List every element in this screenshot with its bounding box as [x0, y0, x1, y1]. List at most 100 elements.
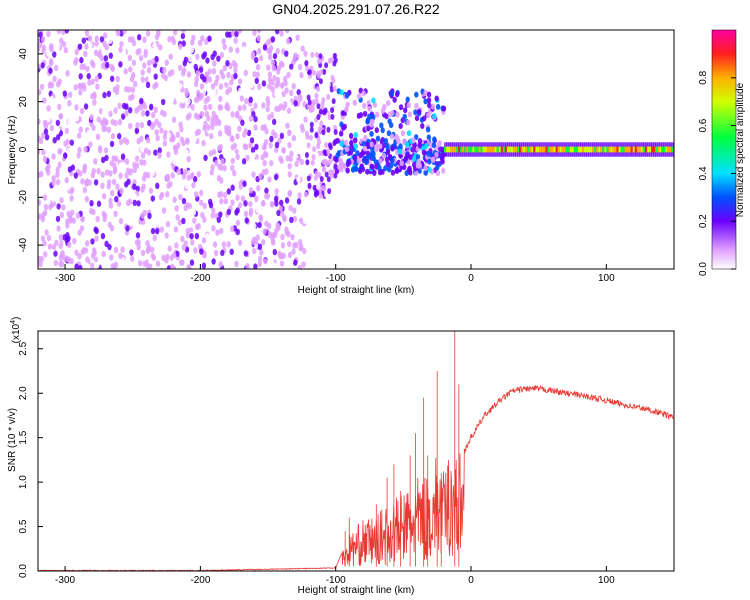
- heatmap-cell: [381, 152, 387, 159]
- heatmap-cell: [262, 52, 267, 59]
- heatmap-cell: [341, 124, 346, 131]
- heatmap-cell: [384, 156, 390, 163]
- heatmap-cell: [203, 154, 208, 162]
- heatmap-cell: [53, 250, 58, 257]
- heatmap-cell: [293, 52, 298, 59]
- heatmap-cell: [243, 210, 249, 218]
- heatmap-cell: [145, 110, 150, 117]
- heatmap-cell: [235, 47, 240, 54]
- heatmap-cell: [319, 120, 324, 127]
- heatmap-cell: [287, 170, 292, 178]
- heatmap-cell: [573, 146, 577, 153]
- heatmap-cell: [261, 200, 266, 207]
- heatmap-cell: [194, 129, 200, 137]
- heatmap-cell: [150, 195, 156, 202]
- heatmap-cell: [141, 183, 146, 190]
- heatmap-cell: [431, 156, 436, 163]
- heatmap-cell: [159, 191, 165, 199]
- heatmap-cell: [229, 225, 235, 232]
- heatmap-cell: [95, 83, 100, 90]
- heatmap-cell: [169, 96, 174, 104]
- colorbar-tick-label: 0.4: [698, 166, 709, 180]
- heatmap-cell: [65, 138, 70, 146]
- heatmap-cell: [353, 131, 359, 138]
- heatmap-cell: [101, 193, 107, 200]
- heatmap-cell: [39, 256, 45, 263]
- heatmap-cell: [145, 240, 150, 247]
- heatmap-cell: [424, 142, 429, 149]
- heatmap-cell: [175, 85, 180, 93]
- heatmap-cell: [161, 254, 166, 262]
- heatmap-cell: [127, 94, 133, 102]
- heatmap-cell: [140, 249, 146, 257]
- heatmap-cell: [42, 97, 47, 104]
- heatmap-cell: [586, 146, 590, 153]
- heatmap-cell: [135, 232, 141, 239]
- heatmap-cell: [87, 179, 92, 186]
- heatmap-cell: [85, 240, 90, 247]
- heatmap-cell: [356, 93, 362, 100]
- x-tick-label: -300: [55, 273, 75, 284]
- y-tick-label: -20: [18, 190, 29, 205]
- heatmap-cell: [96, 168, 101, 175]
- heatmap-cell: [82, 186, 88, 194]
- heatmap-cell: [276, 223, 281, 231]
- heatmap-cell: [138, 54, 144, 62]
- heatmap-cell: [263, 89, 268, 97]
- heatmap-cell: [371, 97, 376, 104]
- heatmap-cell: [256, 34, 261, 42]
- heatmap-cell: [298, 238, 303, 246]
- heatmap-cell: [115, 183, 120, 190]
- heatmap-cell: [165, 175, 171, 182]
- heatmap-cell: [148, 257, 153, 265]
- heatmap-cell: [109, 254, 114, 261]
- heatmap-cell: [190, 239, 195, 246]
- heatmap-cell: [282, 75, 288, 83]
- heatmap-cell: [620, 146, 624, 153]
- heatmap-cell: [79, 57, 84, 64]
- heatmap-cell: [234, 112, 240, 119]
- heatmap-cell: [52, 75, 57, 83]
- heatmap-cell: [563, 146, 567, 153]
- heatmap-cell: [83, 247, 89, 254]
- heatmap-cell: [535, 146, 539, 153]
- heatmap-cell: [321, 166, 326, 173]
- heatmap-cell: [584, 146, 588, 153]
- heatmap-cell: [143, 147, 149, 154]
- y-tick-label: 0.0: [18, 564, 29, 578]
- heatmap-cell: [309, 126, 314, 133]
- heatmap-cell: [521, 146, 525, 153]
- heatmap-cell: [237, 30, 243, 34]
- snr-frame: [37, 330, 675, 572]
- heatmap-cell: [248, 187, 254, 194]
- heatmap-cell: [194, 232, 200, 240]
- heatmap-cell: [308, 134, 313, 141]
- heatmap-cell: [192, 135, 198, 142]
- heatmap-cell: [174, 205, 179, 212]
- heatmap-cell: [225, 88, 230, 96]
- heatmap-cell: [235, 228, 240, 236]
- heatmap-cell: [221, 38, 226, 45]
- heatmap-cell: [145, 81, 151, 89]
- heatmap-cell: [579, 146, 583, 153]
- heatmap-cell: [209, 132, 214, 140]
- heatmap-cell: [648, 146, 652, 153]
- heatmap-cell: [307, 99, 312, 106]
- heatmap-cell: [395, 111, 400, 118]
- heatmap-cell: [333, 106, 338, 113]
- heatmap-cell: [55, 43, 61, 51]
- heatmap-cell: [249, 81, 254, 89]
- heatmap-cell: [330, 74, 335, 81]
- heatmap-cell: [223, 198, 228, 205]
- heatmap-cell: [519, 146, 523, 153]
- heatmap-cell: [289, 216, 294, 224]
- heatmap-cell: [194, 75, 199, 83]
- heatmap-cell: [132, 80, 138, 88]
- heatmap-cell: [40, 235, 46, 242]
- heatmap-cell: [604, 146, 608, 153]
- heatmap-cell: [212, 88, 217, 96]
- heatmap-cell: [279, 30, 284, 37]
- heatmap-cell: [240, 119, 245, 126]
- heatmap-cell: [182, 168, 188, 176]
- heatmap-cell: [155, 190, 161, 197]
